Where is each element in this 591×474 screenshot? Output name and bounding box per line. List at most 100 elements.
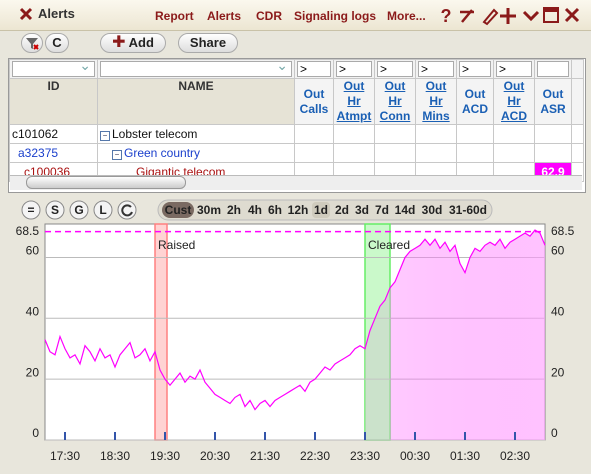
- menu-item[interactable]: Alerts: [207, 9, 242, 23]
- scroll-thumb[interactable]: [26, 176, 186, 189]
- tool-button[interactable]: [69, 200, 89, 220]
- id-cell: a32375: [9, 143, 98, 163]
- value-cell: [493, 124, 535, 144]
- collapse-icon[interactable]: −: [100, 131, 110, 141]
- range-button[interactable]: 3d: [355, 203, 369, 217]
- dropdown-arrow: ⌄: [276, 59, 288, 73]
- menu-item[interactable]: Report: [155, 9, 194, 23]
- y-tick-label: 60: [26, 244, 40, 258]
- range-button[interactable]: 1d: [314, 203, 328, 217]
- column-header[interactable]: Out ACD: [456, 78, 494, 125]
- event-label: Raised: [158, 238, 195, 252]
- y2-tick-label: 20: [551, 365, 565, 379]
- filter-input[interactable]: >: [377, 61, 413, 77]
- data-table: ⌄ ⌄ > > > > > > ID NAME Out Calls Out Hr Atmpt Out H…: [8, 58, 586, 193]
- filter-input[interactable]: ⌄: [12, 61, 95, 77]
- menu-item[interactable]: Signaling logs: [294, 9, 377, 23]
- tool-button-label[interactable]: =: [27, 203, 34, 217]
- value-cell: [333, 143, 375, 163]
- title-bar: Alerts Report Alerts CDR Signaling logs …: [0, 0, 591, 31]
- range-button[interactable]: 30d: [422, 203, 443, 217]
- filter-row: ⌄ ⌄ > > > > > >: [9, 59, 584, 79]
- name-cell: − Green country: [97, 143, 295, 163]
- range-button[interactable]: 12h: [288, 203, 309, 217]
- value-cell: [294, 124, 334, 144]
- filter-input[interactable]: >: [418, 61, 454, 77]
- filter-cell: [571, 59, 584, 79]
- share-button[interactable]: Share: [178, 33, 238, 53]
- series-line: [44, 229, 546, 411]
- filter-input[interactable]: >: [297, 61, 331, 77]
- column-header[interactable]: Out Hr Conn: [374, 78, 416, 125]
- filter-input[interactable]: >: [496, 61, 532, 77]
- value-cell: [374, 124, 416, 144]
- area-fill: [45, 230, 545, 440]
- menu-item[interactable]: CDR: [256, 9, 282, 23]
- table-row[interactable]: a32375− Green country: [9, 143, 584, 163]
- x-tick-label: 02:30: [500, 449, 530, 463]
- value-cell: [415, 124, 457, 144]
- column-header[interactable]: Out Calls: [294, 78, 334, 125]
- x-tick-label: 21:30: [250, 449, 280, 463]
- filter-input[interactable]: >: [459, 61, 491, 77]
- filter-input[interactable]: ⌄: [100, 61, 292, 77]
- range-selected: [162, 202, 194, 218]
- value-cell: [534, 124, 572, 144]
- column-header[interactable]: NAME: [97, 78, 295, 125]
- range-button[interactable]: 14d: [395, 203, 416, 217]
- column-header[interactable]: Out Hr ACD: [493, 78, 535, 125]
- range-button[interactable]: 6h: [268, 203, 282, 217]
- tool-button[interactable]: [21, 200, 41, 220]
- threshold-label: 68.5: [16, 224, 40, 238]
- filter-input[interactable]: [537, 61, 569, 77]
- value-cell: [294, 143, 334, 163]
- refresh-icon: [121, 204, 133, 217]
- add-button[interactable]: ✚ Add: [100, 33, 166, 53]
- column-header[interactable]: Out ASR: [534, 78, 572, 125]
- table: ⌄ ⌄ > > > > > > ID NAME Out Calls Out Hr Atmpt Out H…: [9, 59, 584, 182]
- filter-button[interactable]: [21, 33, 43, 53]
- x-tick-label: 19:30: [150, 449, 180, 463]
- range-button[interactable]: 7d: [375, 203, 389, 217]
- range-button[interactable]: 30m: [197, 203, 221, 217]
- range-button[interactable]: 2d: [335, 203, 349, 217]
- range-button[interactable]: 4h: [248, 203, 262, 217]
- svg-text:?: ?: [441, 6, 452, 26]
- filter-cell: >: [493, 59, 535, 79]
- close-icon[interactable]: [18, 6, 34, 22]
- tool-button[interactable]: [93, 200, 113, 220]
- tool-button[interactable]: [45, 200, 65, 220]
- column-header[interactable]: Out Hr Mins: [415, 78, 457, 125]
- tool-button-label[interactable]: L: [99, 203, 106, 217]
- clear-button[interactable]: C: [45, 33, 69, 53]
- window-icons[interactable]: ?: [436, 4, 586, 26]
- table-row[interactable]: c101062− Lobster telecom: [9, 124, 584, 144]
- x-tick-label: 20:30: [200, 449, 230, 463]
- range-button[interactable]: 2h: [227, 203, 241, 217]
- value-cell: [415, 143, 457, 163]
- filter-cell: >: [294, 59, 334, 79]
- threshold-label: 68.5: [551, 224, 575, 238]
- range-button[interactable]: Cust: [165, 203, 192, 217]
- filter-cell: >: [456, 59, 494, 79]
- collapse-icon[interactable]: −: [112, 150, 122, 160]
- event-label: Cleared: [368, 238, 410, 252]
- chart: = S G L Cust 30m 2h 4h 6h 12h 1d 2d 3d 7d 14d 30d 31-60d…: [0, 195, 591, 474]
- y2-tick-label: 60: [551, 244, 565, 258]
- tool-button-label[interactable]: S: [51, 203, 59, 217]
- y2-tick-label: 0: [551, 426, 558, 440]
- filter-input[interactable]: >: [336, 61, 372, 77]
- column-header[interactable]: ID: [9, 78, 98, 125]
- filter-cell: ⌄: [97, 59, 295, 79]
- range-button[interactable]: 31-60d: [449, 203, 487, 217]
- name-cell: − Lobster telecom: [97, 124, 295, 144]
- x-tick-label: 23:30: [350, 449, 380, 463]
- tool-button-label[interactable]: G: [74, 203, 83, 217]
- dropdown-arrow: ⌄: [79, 59, 91, 73]
- name-text: Lobster telecom: [112, 127, 198, 141]
- column-header[interactable]: Out Hr Atmpt: [333, 78, 375, 125]
- menu-item[interactable]: More...: [387, 9, 426, 23]
- plus-icon: ✚: [112, 34, 126, 51]
- filter-cell: ⌄: [9, 59, 98, 79]
- y-tick-label: 0: [32, 426, 39, 440]
